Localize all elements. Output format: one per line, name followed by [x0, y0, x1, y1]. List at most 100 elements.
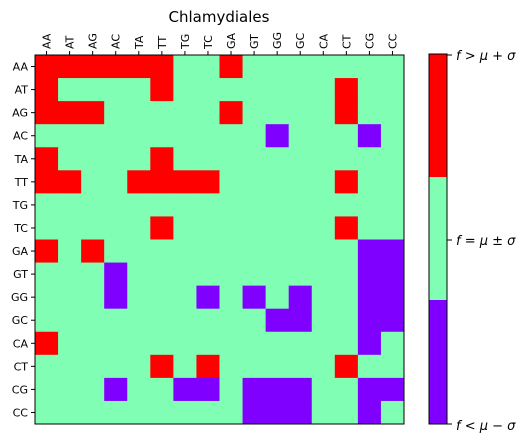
heatmap-cell-cg-tg [173, 378, 197, 402]
heatmap-cell-gt-ag [81, 263, 105, 287]
heatmap-cell-gg-gt [243, 286, 267, 310]
heatmap-cell-ag-gg [266, 101, 290, 125]
heatmap-cell-ac-gt [243, 124, 267, 148]
heatmap-cell-gt-at [58, 263, 82, 287]
heatmap-cell-cg-gc [289, 378, 313, 402]
colorbar-high-band [429, 54, 447, 177]
heatmap-cell-ga-tc [196, 240, 220, 264]
heatmap-cell-cc-gg [266, 401, 290, 425]
heatmap-cell-ta-ac [104, 147, 128, 171]
heatmap-cell-at-gg [266, 78, 290, 102]
y-tick-label: CC [13, 406, 29, 419]
heatmap-cell-cg-ct [335, 378, 359, 402]
y-tick-label: TG [12, 199, 28, 212]
x-tick-label: TT [156, 35, 169, 50]
heatmap-cell-ga-ac [104, 240, 128, 264]
heatmap-cell-gt-gc [289, 263, 313, 287]
heatmap-cell-ac-tt [150, 124, 174, 148]
heatmap-cell-ca-ac [104, 332, 128, 356]
heatmap-cell-cg-ag [81, 378, 105, 402]
heatmap-cell-cg-tc [196, 378, 220, 402]
y-axis-ticks: AAATAGACTATTTGTCGAGTGGGCCACTCGCC [11, 61, 35, 420]
heatmap-cell-tt-tg [173, 170, 197, 194]
x-tick-label: CA [317, 33, 330, 49]
x-axis-ticks: AA AT AG AC TA TT TG TC GA GT GG GC CA CT CG CC [41, 32, 400, 55]
heatmap-cell-ct-tc [196, 355, 220, 379]
heatmap-cell-gg-gc [289, 286, 313, 310]
heatmap-cell-ca-tc [196, 332, 220, 356]
heatmap-cell-ca-cg [358, 332, 382, 356]
heatmap-cell-ca-gc [289, 332, 313, 356]
heatmap-cell-tt-tt [150, 170, 174, 194]
heatmap-cell-cg-gg [266, 378, 290, 402]
heatmap-cell-gc-tt [150, 309, 174, 333]
heatmap-cell-gc-ga [220, 309, 244, 333]
heatmap-cell-at-ct [335, 78, 359, 102]
heatmap-cell-aa-ga [220, 55, 244, 79]
heatmap-cell-tg-cg [358, 193, 382, 217]
heatmap-cell-gt-gt [243, 263, 267, 287]
heatmap-cell-ag-gc [289, 101, 313, 125]
heatmap-cell-tt-ag [81, 170, 105, 194]
heatmap-cell-gt-cg [358, 263, 382, 287]
heatmap-cell-cc-ca [312, 401, 336, 425]
heatmap-cell-gt-tg [173, 263, 197, 287]
heatmap-cell-gg-gg [266, 286, 290, 310]
heatmap-cell-gt-cc [381, 263, 405, 287]
heatmap-cell-gc-cg [358, 309, 382, 333]
heatmap-cell-tc-ga [220, 216, 244, 240]
heatmap-cell-aa-gg [266, 55, 290, 79]
heatmap-cell-tt-ct [335, 170, 359, 194]
heatmap-cell-gg-tc [196, 286, 220, 310]
heatmap-cell-cg-ca [312, 378, 336, 402]
y-tick-label: CA [13, 337, 29, 350]
heatmap-cell-at-tt [150, 78, 174, 102]
heatmap-cell-ag-ag [81, 101, 105, 125]
heatmap-cell-cg-cc [381, 378, 405, 402]
heatmap-cell-aa-aa [35, 55, 59, 79]
colorbar-label-high: f > μ + σ [456, 49, 516, 64]
heatmap-cell-ac-at [58, 124, 82, 148]
heatmap-cell-ac-ta [127, 124, 151, 148]
x-tick-label: AC [110, 34, 123, 49]
heatmap-cell-ac-tc [196, 124, 220, 148]
heatmap-cell-ca-ca [312, 332, 336, 356]
heatmap-cell-tc-tc [196, 216, 220, 240]
heatmap-cell-aa-ta [127, 55, 151, 79]
y-tick-label: AT [15, 84, 29, 97]
heatmap-cell-at-ga [220, 78, 244, 102]
heatmap-cell-gc-ca [312, 309, 336, 333]
colorbar-mid-band [429, 177, 447, 300]
heatmap-cell-tg-aa [35, 193, 59, 217]
heatmap-cell-tc-at [58, 216, 82, 240]
heatmap-cell-tg-ga [220, 193, 244, 217]
heatmap-cell-ag-at [58, 101, 82, 125]
heatmap-cell-ga-aa [35, 240, 59, 264]
x-tick-label: AG [87, 33, 100, 49]
heatmap-cell-ag-gt [243, 101, 267, 125]
heatmap-cell-ta-at [58, 147, 82, 171]
heatmap-cell-tg-ag [81, 193, 105, 217]
heatmap-cell-tg-gc [289, 193, 313, 217]
heatmap-cell-ct-at [58, 355, 82, 379]
heatmap-cell-tg-tc [196, 193, 220, 217]
heatmap-cell-tg-ca [312, 193, 336, 217]
heatmap-cell-ga-ag [81, 240, 105, 264]
heatmap-cell-ag-cc [381, 101, 405, 125]
heatmap-cell-ag-ac [104, 101, 128, 125]
heatmap-cell-tc-aa [35, 216, 59, 240]
x-tick-label: AT [64, 35, 77, 49]
heatmap-cell-tg-at [58, 193, 82, 217]
y-tick-label: GA [12, 245, 29, 258]
heatmap-cell-tc-tg [173, 216, 197, 240]
heatmap-cell-gc-ta [127, 309, 151, 333]
heatmap-cell-ga-tg [173, 240, 197, 264]
heatmap-cell-ac-gg [266, 124, 290, 148]
heatmap-cell-aa-ac [104, 55, 128, 79]
heatmap-cell-ag-cg [358, 101, 382, 125]
heatmap-cell-tt-at [58, 170, 82, 194]
heatmap-cell-gt-tc [196, 263, 220, 287]
heatmap-cell-tt-cg [358, 170, 382, 194]
heatmap-cell-ga-ca [312, 240, 336, 264]
heatmap-cell-tt-aa [35, 170, 59, 194]
